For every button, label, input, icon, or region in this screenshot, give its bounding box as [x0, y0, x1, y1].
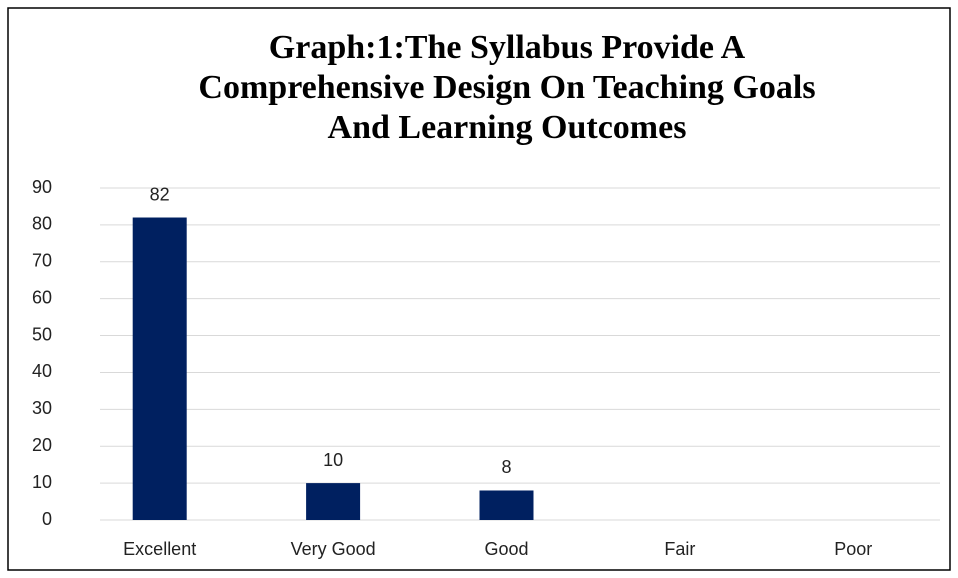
y-tick-label: 30 [32, 398, 52, 418]
y-tick-label: 60 [32, 287, 52, 307]
y-tick-label: 90 [32, 177, 52, 197]
y-tick-label: 40 [32, 361, 52, 381]
bar [132, 217, 187, 520]
x-tick-label: Good [484, 539, 528, 559]
chart-title: And Learning Outcomes [328, 109, 687, 146]
bar [306, 483, 361, 520]
y-tick-label: 20 [32, 435, 52, 455]
chart-title: Comprehensive Design On Teaching Goals [198, 69, 815, 106]
x-tick-label: Fair [664, 539, 695, 559]
data-label: 8 [501, 457, 511, 477]
y-tick-label: 70 [32, 251, 52, 271]
chart-title: Graph:1:The Syllabus Provide A [269, 29, 746, 66]
x-tick-label: Excellent [123, 539, 196, 559]
bar [479, 490, 534, 520]
data-label: 82 [150, 184, 170, 204]
y-tick-label: 0 [42, 509, 52, 529]
x-tick-label: Very Good [291, 539, 376, 559]
y-tick-label: 10 [32, 472, 52, 492]
y-tick-label: 80 [32, 214, 52, 234]
y-tick-label: 50 [32, 324, 52, 344]
x-tick-label: Poor [834, 539, 872, 559]
data-label: 10 [323, 450, 343, 470]
